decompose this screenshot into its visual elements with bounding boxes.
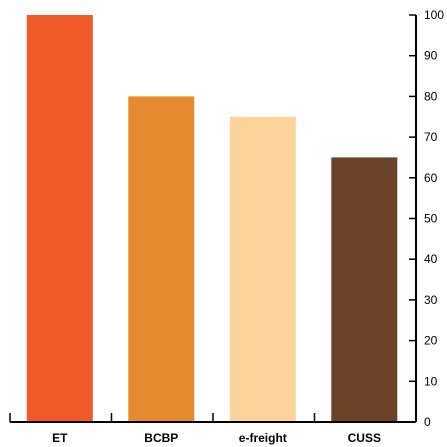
x-tick-label: CUSS	[348, 431, 381, 445]
y-tick-label: 90	[424, 49, 438, 63]
y-tick-label: 50	[424, 212, 438, 226]
bars-group	[26, 15, 398, 423]
y-tick-label: 80	[424, 89, 438, 103]
x-tick-label: ET	[52, 431, 68, 445]
y-tick-label: 40	[424, 252, 438, 266]
y-tick-label: 0	[424, 415, 431, 429]
bar-et	[26, 15, 93, 422]
bar-bcbp	[128, 96, 195, 423]
y-tick-label: 60	[424, 171, 438, 185]
y-tick-label: 70	[424, 130, 438, 144]
y-tick-label: 20	[424, 334, 438, 348]
y-tick-label: 10	[424, 374, 438, 388]
bar-e-freight	[229, 116, 296, 423]
bar-cuss	[331, 157, 398, 422]
x-tick-label: BCBP	[144, 431, 178, 445]
x-tick-label: e-freight	[239, 431, 287, 445]
axes-group	[9, 14, 417, 423]
labels-group: ET BCBP e-freight CUSS 0 10 20 30 40 50 60 70 80 90 10…	[52, 8, 444, 445]
y-tick-label: 100	[424, 8, 444, 22]
y-tick-label: 30	[424, 293, 438, 307]
